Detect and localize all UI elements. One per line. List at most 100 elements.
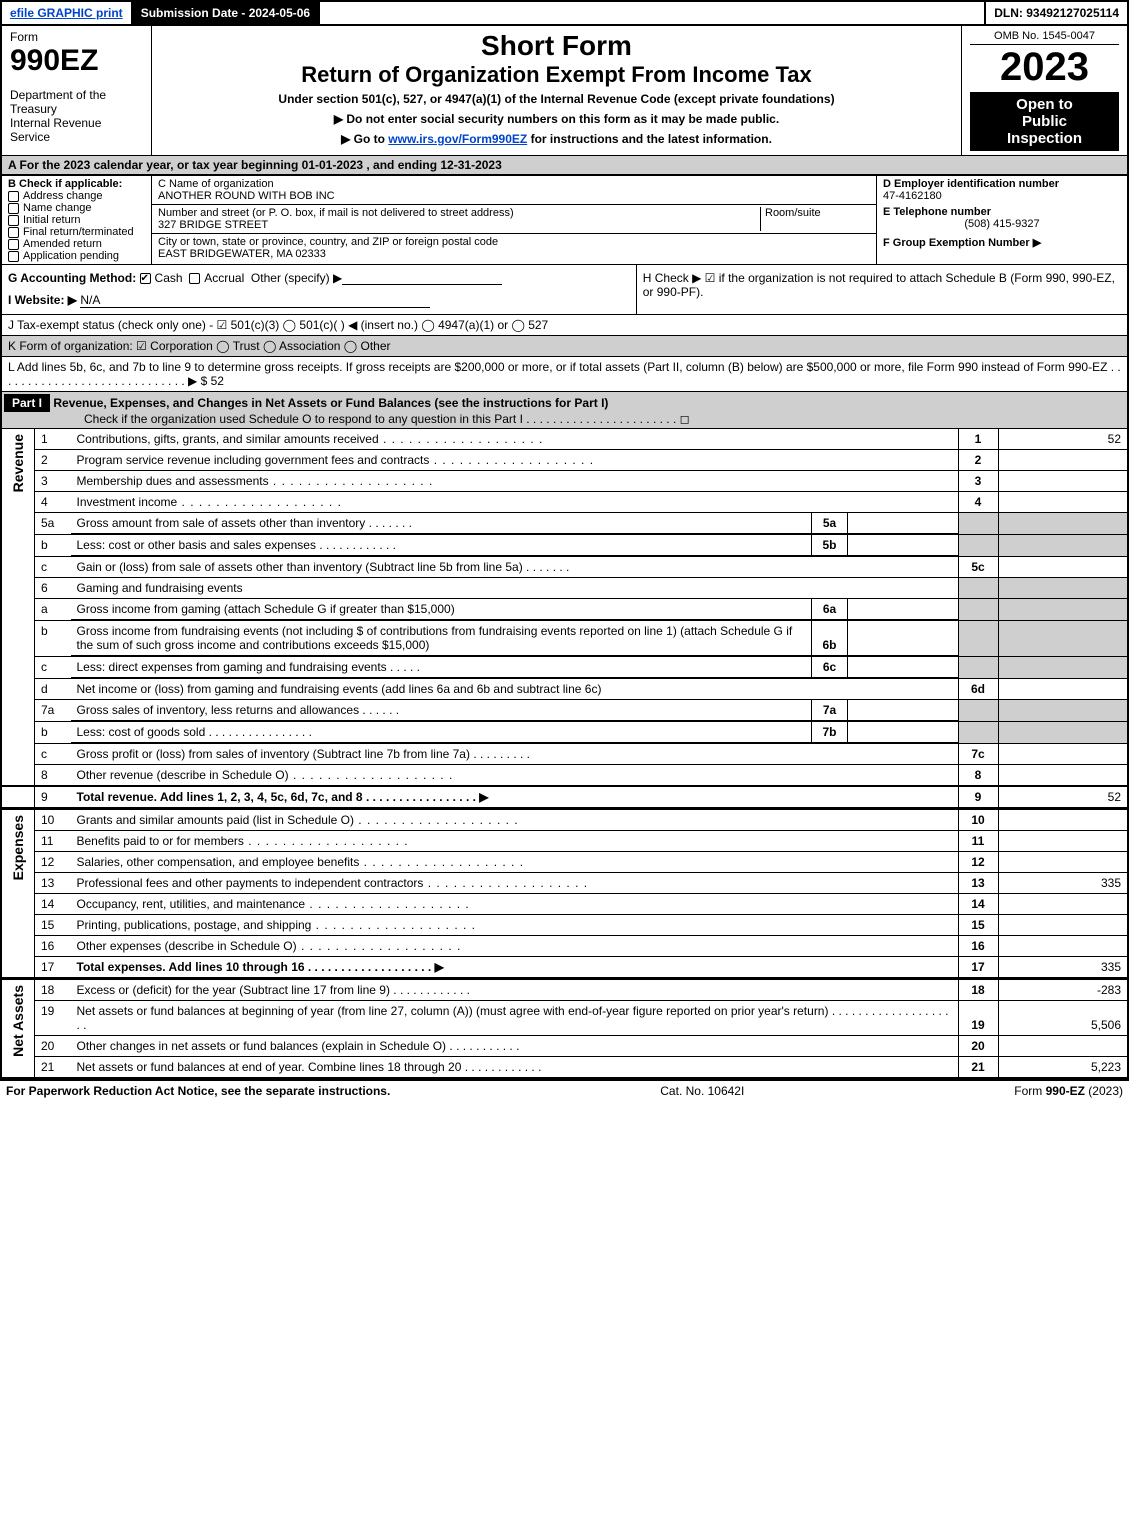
line-12-text: Salaries, other compensation, and employ… [71, 852, 959, 873]
row-g-h: G Accounting Method: Cash Accrual Other … [0, 265, 1129, 315]
topbar-spacer [320, 2, 986, 24]
row-a-calendar-year: A For the 2023 calendar year, or tax yea… [0, 155, 1129, 176]
return-title: Return of Organization Exempt From Incom… [160, 62, 953, 88]
chk-amended-return[interactable]: Amended return [8, 238, 145, 250]
efile-print-link[interactable]: efile GRAPHIC print [2, 2, 133, 24]
tel-label: E Telephone number [883, 206, 1121, 218]
line-1-num: 1 [35, 429, 71, 450]
line-2-text: Program service revenue including govern… [71, 450, 959, 471]
col-c-org-info: C Name of organization ANOTHER ROUND WIT… [152, 176, 877, 264]
section-label-netassets: Net Assets [8, 983, 28, 1059]
line-17-text: Total expenses. Add lines 10 through 16 … [71, 957, 959, 978]
row-j-tax-exempt: J Tax-exempt status (check only one) - ☑… [0, 315, 1129, 336]
chk-address-change[interactable]: Address change [8, 190, 145, 202]
chk-name-change[interactable]: Name change [8, 202, 145, 214]
row-l-gross-receipts: L Add lines 5b, 6c, and 7b to line 9 to … [0, 357, 1129, 392]
submission-date-box: Submission Date - 2024-05-06 [133, 2, 320, 24]
line-5b-text: Less: cost or other basis and sales expe… [71, 535, 812, 556]
dept-treasury: Department of the Treasury Internal Reve… [10, 88, 143, 144]
form-label: Form [10, 30, 143, 44]
group-exemption-label: F Group Exemption Number ▶ [883, 236, 1121, 249]
part-i-header: Part I Revenue, Expenses, and Changes in… [0, 392, 1129, 429]
line-5c-text: Gain or (loss) from sale of assets other… [71, 557, 959, 578]
return-subtitle: Under section 501(c), 527, or 4947(a)(1)… [160, 92, 953, 106]
line-18-text: Excess or (deficit) for the year (Subtra… [71, 979, 959, 1001]
line-6d-text: Net income or (loss) from gaming and fun… [71, 679, 959, 700]
org-city: EAST BRIDGEWATER, MA 02333 [158, 248, 870, 260]
org-city-row: City or town, state or province, country… [152, 234, 876, 262]
tax-year: 2023 [970, 45, 1119, 90]
line-20-text: Other changes in net assets or fund bala… [71, 1036, 959, 1057]
room-suite-label: Room/suite [760, 207, 870, 231]
footer-mid: Cat. No. 10642I [660, 1084, 744, 1098]
line-13-text: Professional fees and other payments to … [71, 873, 959, 894]
line-6a-text: Gross income from gaming (attach Schedul… [71, 599, 812, 620]
line-17-amt: 335 [998, 957, 1128, 978]
line-3-text: Membership dues and assessments [71, 471, 959, 492]
website-value: N/A [80, 293, 430, 308]
header-middle: Short Form Return of Organization Exempt… [152, 26, 962, 155]
part-i-label: Part I [4, 394, 50, 412]
lines-table-revenue: Revenue 1 Contributions, gifts, grants, … [0, 429, 1129, 808]
line-21-amt: 5,223 [998, 1057, 1128, 1079]
chk-final-return[interactable]: Final return/terminated [8, 226, 145, 238]
line-7b-text: Less: cost of goods sold . . . . . . . .… [71, 722, 812, 743]
chk-cash[interactable] [140, 273, 151, 284]
chk-initial-return[interactable]: Initial return [8, 214, 145, 226]
line-7c-text: Gross profit or (loss) from sales of inv… [71, 744, 959, 765]
lines-table-netassets: Net Assets 18 Excess or (deficit) for th… [0, 978, 1129, 1079]
warn-goto: ▶ Go to www.irs.gov/Form990EZ for instru… [160, 132, 953, 146]
line-13-amt: 335 [998, 873, 1128, 894]
line-21-text: Net assets or fund balances at end of ye… [71, 1057, 959, 1079]
dln-box: DLN: 93492127025114 [986, 2, 1127, 24]
warn-ssn: ▶ Do not enter social security numbers o… [160, 112, 953, 126]
form-header: Form 990EZ Department of the Treasury In… [0, 26, 1129, 155]
line-18-amt: -283 [998, 979, 1128, 1001]
col-b-check-applicable: B Check if applicable: Address change Na… [2, 176, 152, 264]
line-5a-text: Gross amount from sale of assets other t… [71, 513, 812, 534]
line-19-text: Net assets or fund balances at beginning… [71, 1001, 959, 1036]
line-9-amt: 52 [998, 786, 1128, 808]
line-19-amt: 5,506 [998, 1001, 1128, 1036]
line-15-text: Printing, publications, postage, and shi… [71, 915, 959, 936]
open-to-public-box: Open to Public Inspection [970, 92, 1119, 151]
footer-right: Form 990-EZ (2023) [1014, 1084, 1123, 1098]
section-label-expenses: Expenses [8, 813, 28, 882]
org-street-row: Number and street (or P. O. box, if mail… [152, 205, 876, 234]
part-i-title: Revenue, Expenses, and Changes in Net As… [53, 396, 608, 410]
lines-table-expenses: Expenses 10 Grants and similar amounts p… [0, 808, 1129, 978]
row-h-schedule-b: H Check ▶ ☑ if the organization is not r… [636, 265, 1127, 314]
line-9-text: Total revenue. Add lines 1, 2, 3, 4, 5c,… [71, 786, 959, 808]
line-8-text: Other revenue (describe in Schedule O) [71, 765, 959, 787]
col-b-title: B Check if applicable: [8, 178, 145, 190]
col-d-ein-tel: D Employer identification number 47-4162… [877, 176, 1127, 264]
line-4-text: Investment income [71, 492, 959, 513]
line-6b-text: Gross income from fundraising events (no… [71, 621, 812, 656]
line-14-text: Occupancy, rent, utilities, and maintena… [71, 894, 959, 915]
form-number: 990EZ [10, 44, 143, 78]
line-1-amt: 52 [998, 429, 1128, 450]
row-k-form-of-org: K Form of organization: ☑ Corporation ◯ … [0, 336, 1129, 357]
other-specify-input[interactable] [342, 284, 502, 285]
chk-accrual[interactable] [189, 273, 200, 284]
line-5a-inner-amt [848, 513, 958, 534]
line-16-text: Other expenses (describe in Schedule O) [71, 936, 959, 957]
header-left: Form 990EZ Department of the Treasury In… [2, 26, 152, 155]
row-g-accounting: G Accounting Method: Cash Accrual Other … [2, 265, 636, 314]
line-10-text: Grants and similar amounts paid (list in… [71, 809, 959, 831]
chk-application-pending[interactable]: Application pending [8, 250, 145, 262]
org-street: 327 BRIDGE STREET [158, 219, 760, 231]
footer-left: For Paperwork Reduction Act Notice, see … [6, 1084, 390, 1098]
omb-number: OMB No. 1545-0047 [970, 30, 1119, 45]
info-block-bcd: B Check if applicable: Address change Na… [0, 176, 1129, 265]
irs-link[interactable]: www.irs.gov/Form990EZ [388, 132, 527, 146]
short-form-title: Short Form [160, 30, 953, 62]
ein-value: 47-4162180 [883, 190, 1121, 202]
line-7a-text: Gross sales of inventory, less returns a… [71, 700, 812, 721]
row-i-website: I Website: ▶ N/A [8, 293, 630, 308]
line-1-text: Contributions, gifts, grants, and simila… [71, 429, 959, 450]
part-i-check-line: Check if the organization used Schedule … [4, 412, 1125, 426]
top-bar: efile GRAPHIC print Submission Date - 20… [0, 0, 1129, 26]
section-label-revenue: Revenue [8, 432, 28, 494]
line-11-text: Benefits paid to or for members [71, 831, 959, 852]
